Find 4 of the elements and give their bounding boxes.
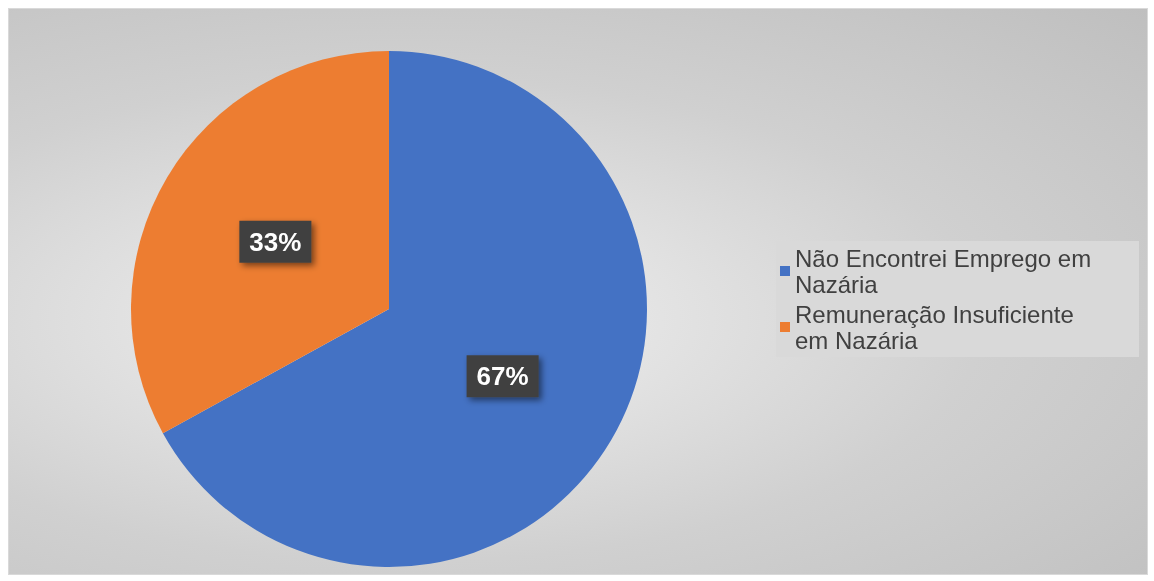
data-label: 33% — [249, 226, 302, 257]
legend-label: Remuneração Insuficiente em Nazária — [795, 300, 1081, 354]
data-label: 67% — [476, 361, 529, 392]
legend-label: Não Encontrei Emprego em Nazária — [795, 244, 1105, 298]
